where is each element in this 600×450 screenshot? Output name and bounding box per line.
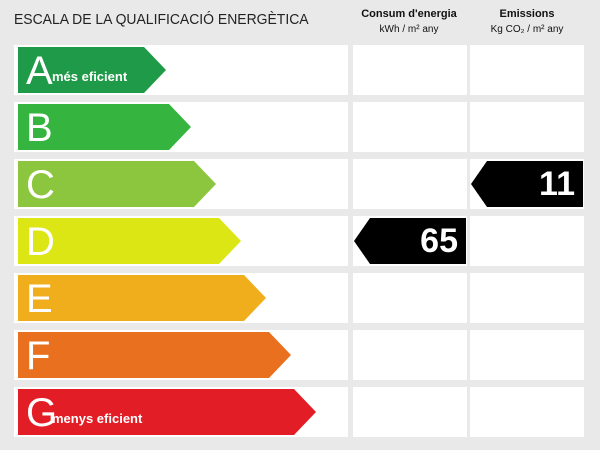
rating-row-a: A més eficient: [14, 45, 586, 95]
rating-row-e: E: [14, 273, 586, 323]
consum-cell-b: [353, 102, 467, 152]
rating-row-b: B: [14, 102, 586, 152]
rating-row-g: G menys eficient: [14, 387, 586, 437]
emissions-cell-a: [470, 45, 584, 95]
class-letter: B: [26, 106, 53, 150]
class-arrow-f: F: [18, 332, 291, 378]
class-note: menys eficient: [52, 411, 143, 426]
consum-indicator: 65: [354, 218, 466, 264]
class-arrow-e: E: [18, 275, 266, 321]
emissions-value: 11: [539, 165, 575, 203]
class-cell: F: [14, 330, 348, 380]
class-cell: D: [14, 216, 348, 266]
rating-row-f: F: [14, 330, 586, 380]
class-letter: A: [26, 49, 53, 93]
class-letter: C: [26, 163, 55, 207]
emissions-cell-g: [470, 387, 584, 437]
consum-cell-f: [353, 330, 467, 380]
page-title: ESCALA DE LA QUALIFICACIÓ ENERGÈTICA: [14, 11, 309, 28]
class-arrow-d: D: [18, 218, 241, 264]
class-letter: E: [26, 277, 53, 321]
emissions-cell-b: [470, 102, 584, 152]
class-arrow-b: B: [18, 104, 191, 150]
class-arrow-g: G menys eficient: [18, 389, 316, 435]
class-arrow-c: C: [18, 161, 216, 207]
emissions-cell-e: [470, 273, 584, 323]
consum-cell-c: [353, 159, 467, 209]
rating-row-d: D 65: [14, 216, 586, 266]
class-cell: C: [14, 159, 348, 209]
class-cell: A més eficient: [14, 45, 348, 95]
class-cell: G menys eficient: [14, 387, 348, 437]
column-header-emissions: Emissions Kg CO₂ / m² any: [470, 8, 584, 35]
rating-row-c: C 11: [14, 159, 586, 209]
class-cell: B: [14, 102, 348, 152]
consum-cell-d: 65: [353, 216, 467, 266]
class-note: més eficient: [52, 69, 128, 84]
class-letter: G: [26, 391, 58, 435]
consum-label: Consum d'energia: [361, 8, 457, 20]
emissions-unit: Kg CO₂ / m² any: [490, 24, 564, 35]
consum-cell-e: [353, 273, 467, 323]
emissions-label: Emissions: [499, 8, 555, 20]
consum-cell-a: [353, 45, 467, 95]
class-letter: F: [26, 334, 51, 378]
emissions-cell-c: 11: [470, 159, 584, 209]
column-header-consum: Consum d'energia kWh / m² any: [352, 8, 466, 35]
emissions-indicator: 11: [471, 161, 583, 207]
consum-cell-g: [353, 387, 467, 437]
emissions-cell-f: [470, 330, 584, 380]
class-cell: E: [14, 273, 348, 323]
class-letter: D: [26, 220, 55, 264]
emissions-cell-d: [470, 216, 584, 266]
consum-unit: kWh / m² any: [379, 24, 439, 35]
class-arrow-a: A més eficient: [18, 47, 166, 93]
consum-value: 65: [420, 222, 458, 260]
